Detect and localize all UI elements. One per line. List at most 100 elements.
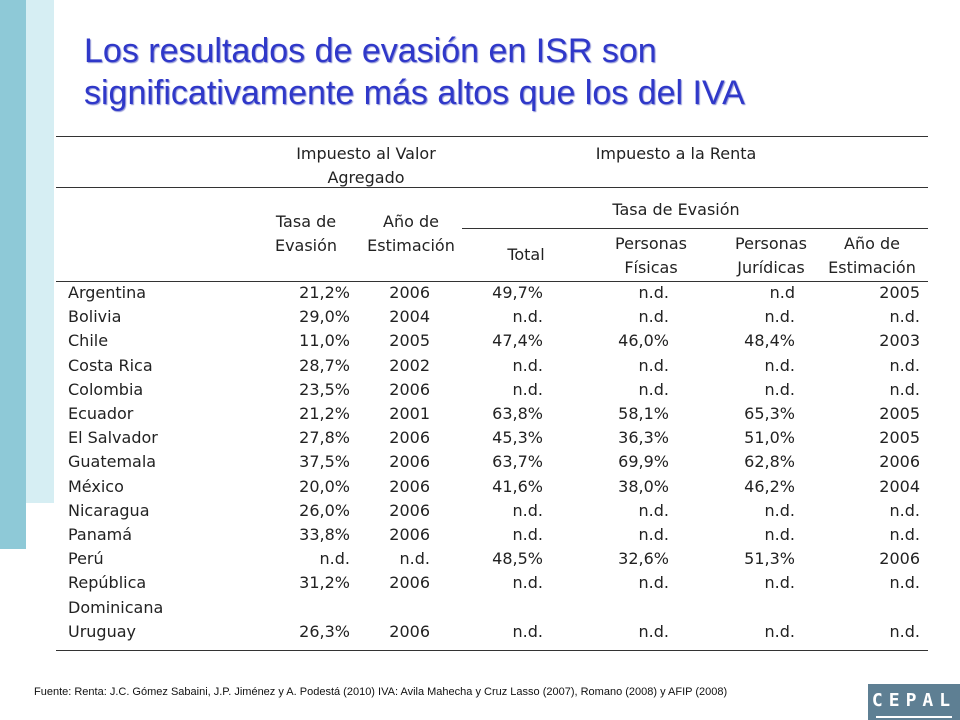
value-cell: 2006 bbox=[389, 428, 430, 448]
col-header-line: Año de bbox=[844, 234, 900, 253]
value-cell: n.d. bbox=[638, 283, 669, 302]
col-header-line: Jurídicas bbox=[737, 258, 805, 277]
value-cell: 48,5% bbox=[492, 549, 543, 569]
col-header-personas-fisicas: Personas Físicas bbox=[586, 232, 716, 280]
country-cell: Chile bbox=[68, 331, 109, 351]
col-header-iva-tasa: Tasa de Evasión bbox=[256, 210, 356, 258]
value-cell: 2001 bbox=[389, 404, 430, 423]
value-cell: n.d. bbox=[889, 500, 920, 520]
col-header-total: Total bbox=[507, 245, 545, 264]
value-cell: 26,0% bbox=[299, 500, 350, 520]
header-iva-line2: Agregado bbox=[327, 168, 405, 187]
value-cell: 2004 bbox=[389, 307, 430, 327]
header-iva-line1: Impuesto al Valor bbox=[296, 144, 436, 163]
value-cell: n.d. bbox=[512, 379, 543, 399]
slide-title: Los resultados de evasión en ISR son sig… bbox=[84, 30, 944, 114]
value-cell: 2003 bbox=[879, 331, 920, 351]
evasion-table: Impuesto al Valor Agregado Impuesto a la… bbox=[56, 0, 928, 720]
value-cell: 2006 bbox=[389, 452, 430, 472]
value-cell: n.d. bbox=[764, 500, 795, 520]
header-rule-1 bbox=[56, 187, 928, 188]
value-cell: n.d. bbox=[889, 573, 920, 593]
value-cell: 33,8% bbox=[299, 525, 350, 544]
value-cell: 2004 bbox=[879, 476, 920, 496]
cepal-logo-underline bbox=[876, 716, 952, 718]
value-cell: 2005 bbox=[879, 428, 920, 448]
cepal-logo: CEPAL bbox=[868, 684, 960, 720]
title-line-1: Los resultados de evasión en ISR son bbox=[84, 32, 657, 70]
decorative-bar-dark bbox=[0, 0, 26, 549]
value-cell: 20,0% bbox=[299, 476, 350, 496]
value-cell: 2006 bbox=[389, 573, 430, 593]
value-cell: 2006 bbox=[389, 379, 430, 399]
value-cell: 2005 bbox=[389, 331, 430, 351]
country-cell: República bbox=[68, 573, 147, 593]
col-header-line: Tasa de bbox=[275, 212, 337, 231]
col-header-line: Personas bbox=[615, 234, 687, 253]
value-cell: n.d. bbox=[889, 525, 920, 544]
value-cell: 2006 bbox=[389, 283, 430, 302]
value-cell: 37,5% bbox=[299, 452, 350, 472]
country-cell: Ecuador bbox=[68, 404, 134, 423]
value-cell: 28,7% bbox=[299, 355, 350, 375]
value-cell: 2006 bbox=[879, 452, 920, 472]
value-cell: n.d. bbox=[764, 379, 795, 399]
col-header-line: Año de bbox=[383, 212, 439, 231]
value-cell: n.d. bbox=[889, 307, 920, 327]
decorative-bar-light bbox=[26, 0, 54, 503]
value-cell: 63,7% bbox=[492, 452, 543, 472]
value-cell: 58,1% bbox=[618, 404, 669, 423]
header-rule-2 bbox=[462, 228, 928, 229]
table-top-rule bbox=[56, 136, 928, 137]
value-cell: 45,3% bbox=[492, 428, 543, 448]
value-cell: 2005 bbox=[879, 404, 920, 423]
title-line-2: significativamente más altos que los del… bbox=[84, 74, 745, 112]
value-cell: 2006 bbox=[879, 549, 920, 569]
value-cell: n.d. bbox=[764, 307, 795, 327]
source-footnote: Fuente: Renta: J.C. Gómez Sabaini, J.P. … bbox=[34, 686, 728, 698]
value-cell: n.d. bbox=[512, 500, 543, 520]
value-cell: 63,8% bbox=[492, 404, 543, 423]
value-cell: 32,6% bbox=[618, 549, 669, 569]
value-cell: 51,0% bbox=[744, 428, 795, 448]
value-cell: 2006 bbox=[389, 525, 430, 544]
country-cell: Uruguay bbox=[68, 621, 136, 641]
value-cell: 47,4% bbox=[492, 331, 543, 351]
col-header-renta-anio: Año de Estimación bbox=[820, 232, 924, 280]
value-cell: n.d. bbox=[764, 355, 795, 375]
col-header-line: Evasión bbox=[274, 236, 338, 255]
col-header-iva-anio: Año de Estimación bbox=[356, 210, 466, 258]
country-cell: Guatemala bbox=[68, 452, 157, 472]
value-cell: 48,4% bbox=[744, 331, 795, 351]
header-iva: Impuesto al Valor Agregado bbox=[256, 142, 476, 190]
country-cell: Colombia bbox=[68, 379, 144, 399]
value-cell: n.d. bbox=[399, 549, 430, 569]
value-cell: n.d. bbox=[512, 355, 543, 375]
header-renta: Impuesto a la Renta bbox=[595, 144, 757, 163]
value-cell: n.d. bbox=[512, 621, 543, 641]
value-cell: n.d. bbox=[512, 525, 543, 544]
value-cell: 2006 bbox=[389, 621, 430, 641]
value-cell: 21,2% bbox=[299, 283, 350, 302]
cepal-logo-text: CEPAL bbox=[871, 690, 957, 711]
table-bottom-rule bbox=[56, 650, 928, 651]
value-cell: 26,3% bbox=[299, 621, 350, 641]
value-cell: 23,5% bbox=[299, 379, 350, 399]
country-cell: Costa Rica bbox=[68, 355, 153, 375]
value-cell: 11,0% bbox=[299, 331, 350, 351]
value-cell: 2006 bbox=[389, 476, 430, 496]
value-cell: n.d. bbox=[638, 500, 669, 520]
value-cell: n.d. bbox=[889, 379, 920, 399]
value-cell: n.d. bbox=[764, 573, 795, 593]
value-cell: 46,2% bbox=[744, 476, 795, 496]
col-header-line: Estimación bbox=[367, 236, 455, 255]
value-cell: n.d. bbox=[512, 573, 543, 593]
col-header-line: Personas bbox=[735, 234, 807, 253]
country-cell: México bbox=[68, 476, 124, 496]
value-cell: 21,2% bbox=[299, 404, 350, 423]
value-cell: 31,2% bbox=[299, 573, 350, 593]
value-cell: 62,8% bbox=[744, 452, 795, 472]
value-cell: n.d. bbox=[319, 549, 350, 569]
country-cell: Panamá bbox=[68, 525, 133, 544]
value-cell: 2005 bbox=[879, 283, 920, 302]
